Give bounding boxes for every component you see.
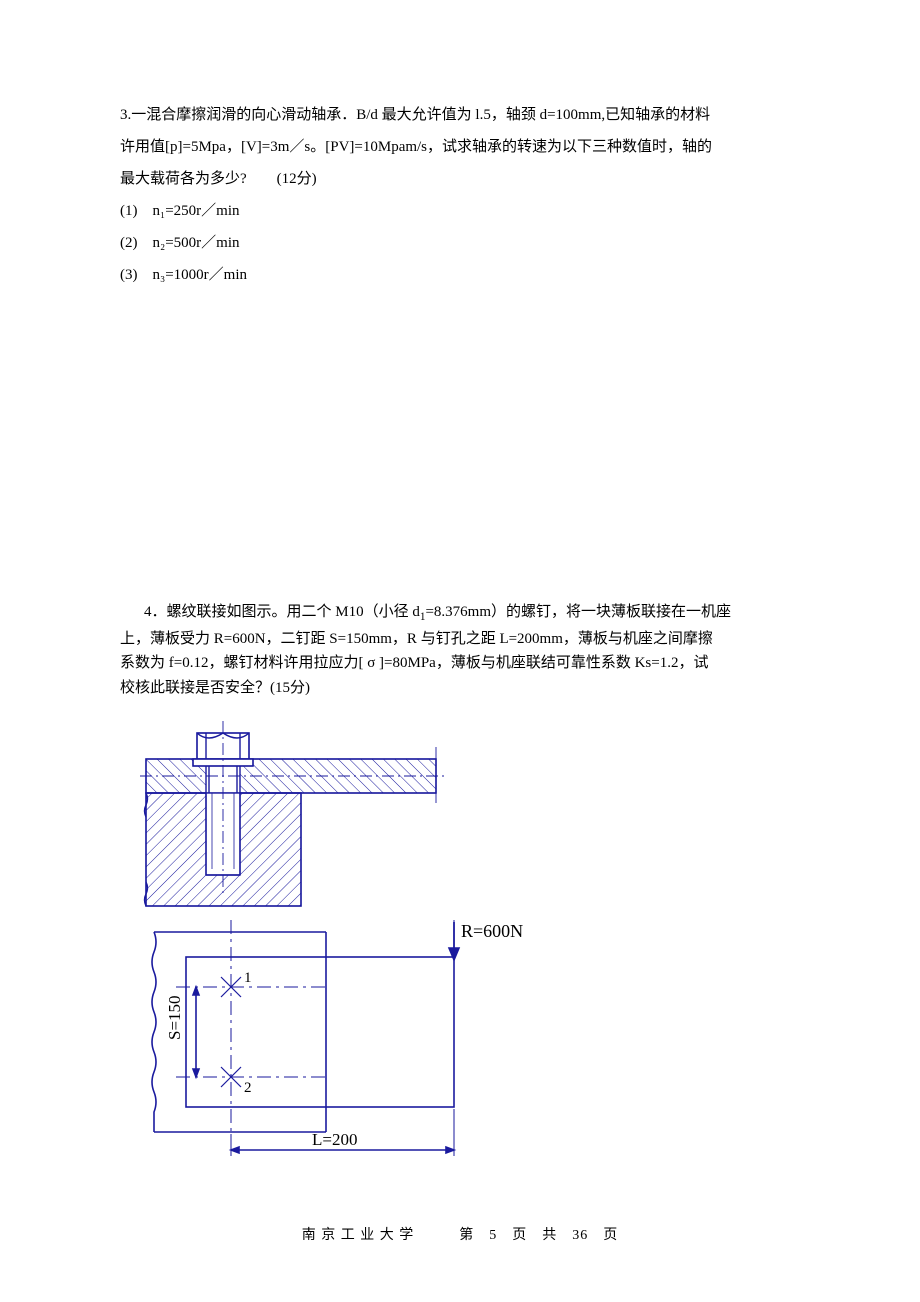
problem-3-line2: 许用值[p]=5Mpa，[V]=3m／s。[PV]=10Mpam/s，试求轴承的… — [120, 132, 800, 162]
page-content: 3.一混合摩擦润滑的向心滑动轴承．B/d 最大允许值为 l.5，轴颈 d=100… — [0, 0, 920, 1232]
label-n2: 2 — [244, 1080, 252, 1096]
problem-3-line3: 最大载荷各为多少? (12分) — [120, 164, 800, 194]
page-footer: 南 京 工 业 大 学 第 5 页 共 36 页 — [0, 1224, 920, 1244]
problem-4: 4．螺纹联接如图示。用二个 M10（小径 d1=8.376mm）的螺钉，将一块薄… — [120, 600, 800, 701]
diagram-container: R=600N S=150 L=200 1 2 — [120, 717, 800, 1172]
problem-4-line4: 校核此联接是否安全？(15分) — [120, 676, 800, 701]
problem-3-item-2: (2) n₂=500r／min — [120, 228, 800, 258]
problem-3-line1: 3.一混合摩擦润滑的向心滑动轴承．B/d 最大允许值为 l.5，轴颈 d=100… — [120, 100, 800, 130]
problem-4-line1: 4．螺纹联接如图示。用二个 M10（小径 d1=8.376mm）的螺钉，将一块薄… — [120, 600, 800, 627]
problem-4-line2: 上，薄板受力 R=600N，二钉距 S=150mm，R 与钉孔之距 L=200m… — [120, 627, 800, 652]
label-S: S=150 — [165, 995, 184, 1040]
problem-4-line3: 系数为 f=0.12，螺钉材料许用拉应力[ σ ]=80MPa，薄板与机座联结可… — [120, 651, 800, 676]
problem-3: 3.一混合摩擦润滑的向心滑动轴承．B/d 最大允许值为 l.5，轴颈 d=100… — [120, 100, 800, 290]
label-R: R=600N — [461, 921, 523, 941]
label-L: L=200 — [312, 1130, 357, 1149]
bolt-section-diagram — [126, 717, 456, 912]
label-n1: 1 — [244, 970, 252, 986]
plan-view-diagram: R=600N S=150 L=200 1 2 — [126, 912, 541, 1172]
problem-3-item-3: (3) n₃=1000r／min — [120, 260, 800, 290]
problem-3-item-1: (1) n₁=250r／min — [120, 196, 800, 226]
